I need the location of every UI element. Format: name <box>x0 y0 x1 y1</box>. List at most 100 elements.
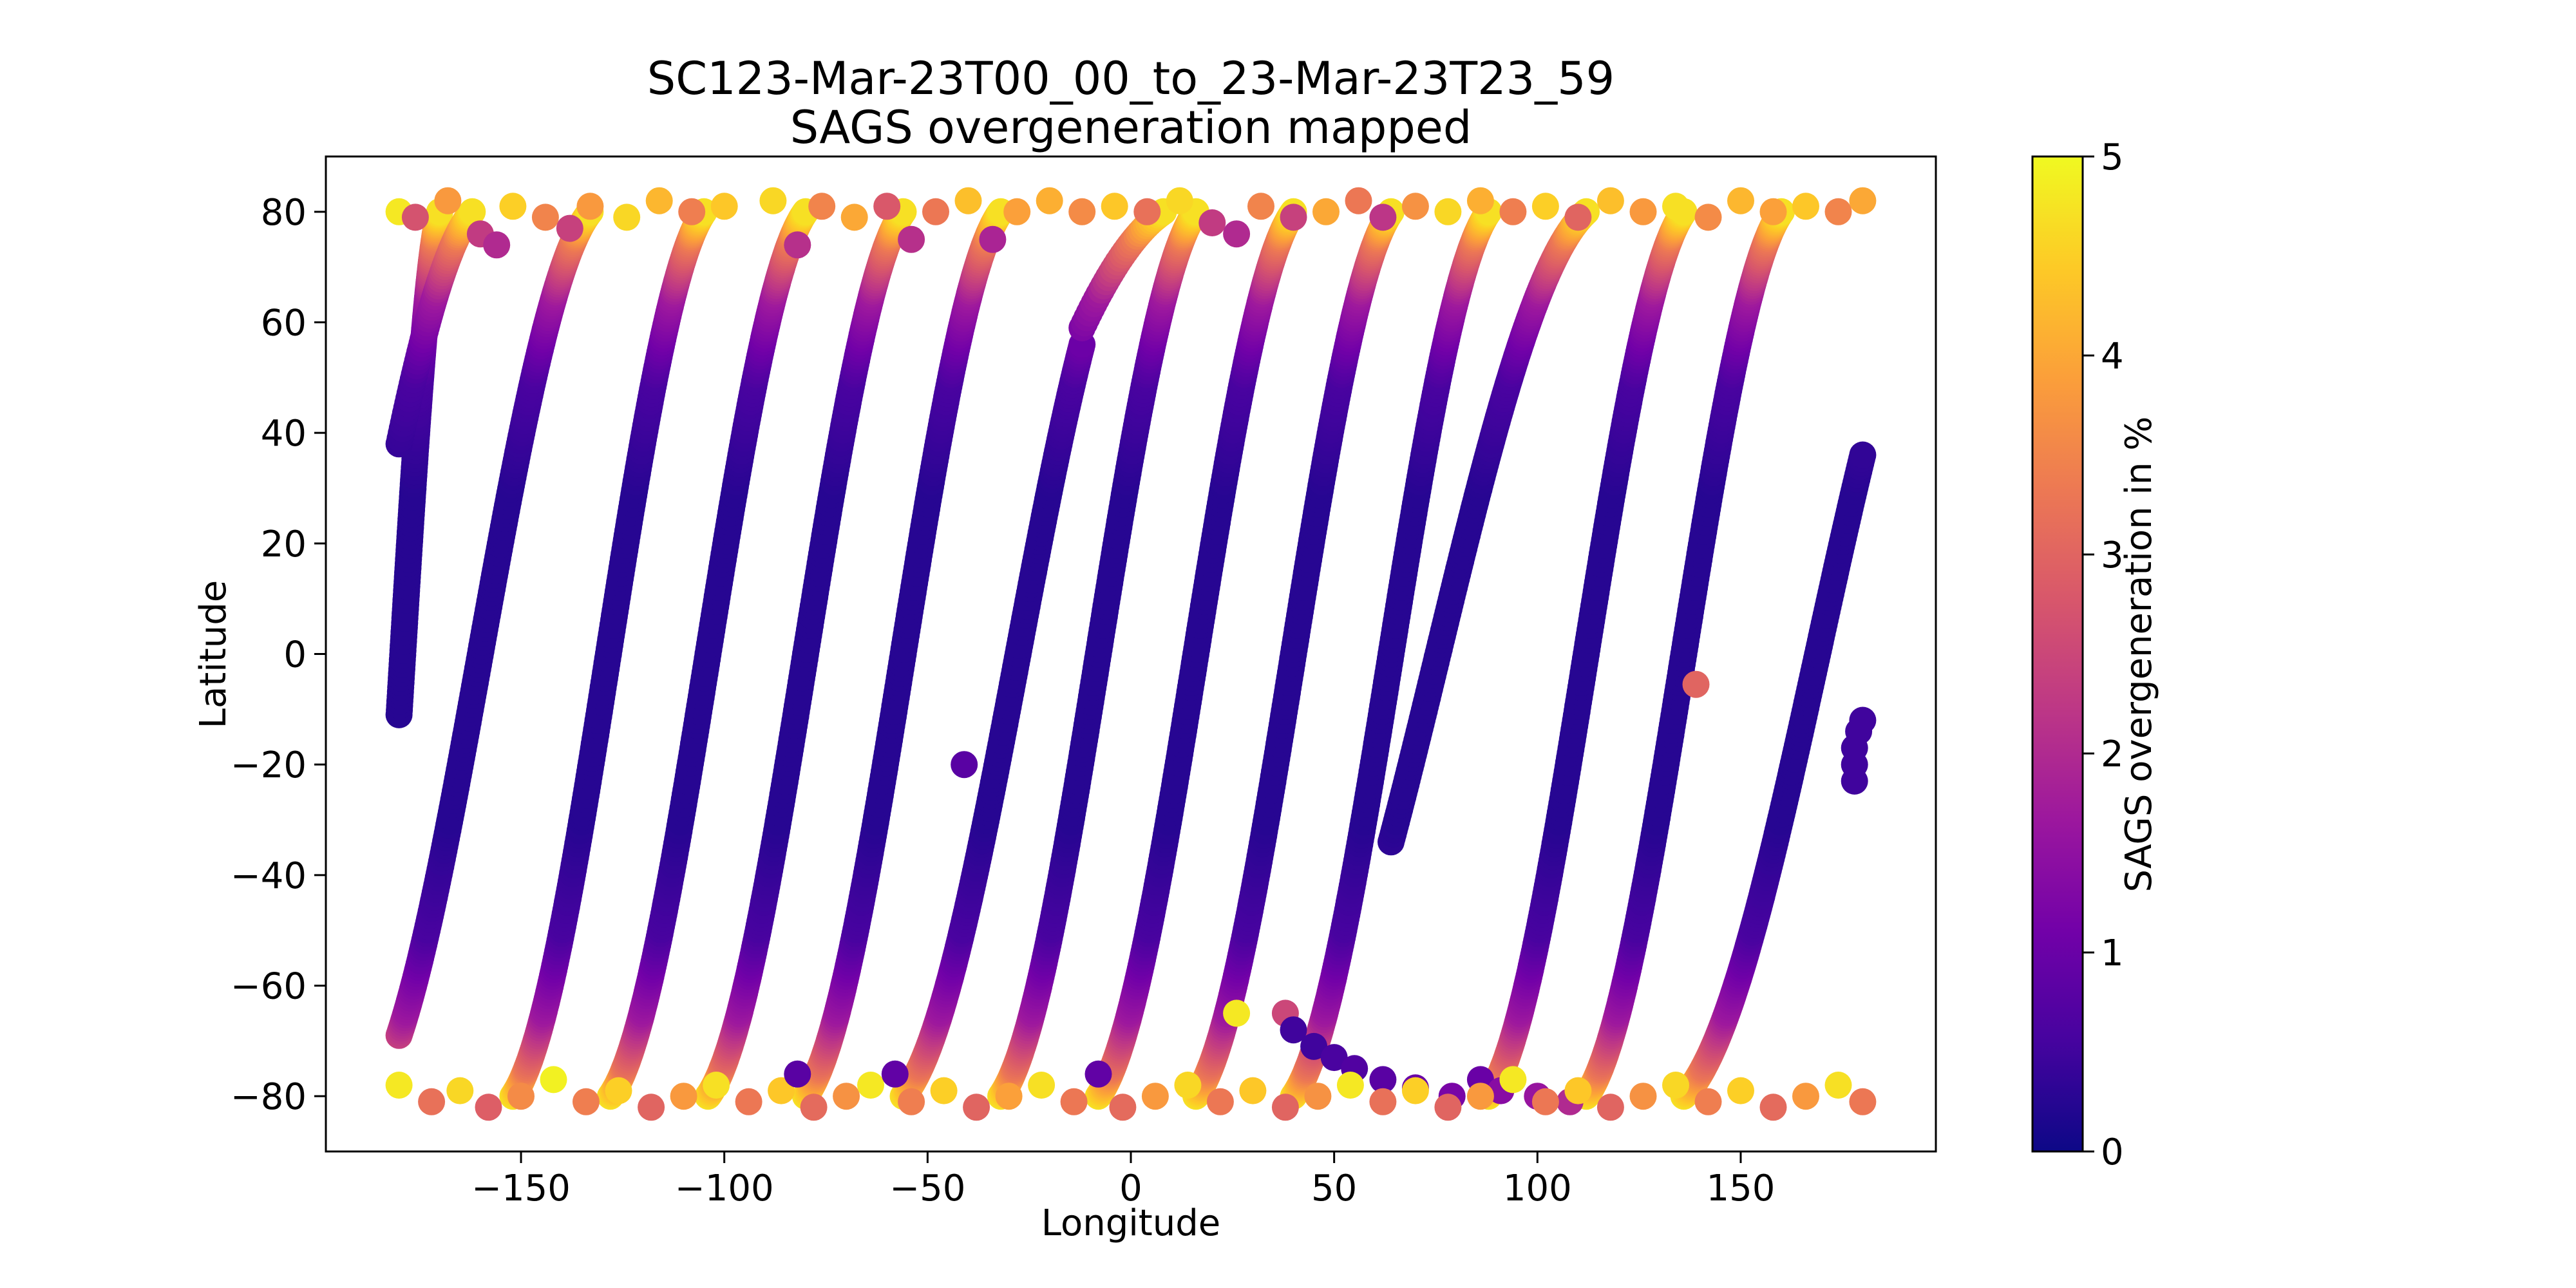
scatter-point <box>483 231 511 259</box>
scatter-point <box>951 751 978 779</box>
scatter-point <box>1564 1077 1592 1104</box>
colorbar-tick-label: 1 <box>2101 933 2124 974</box>
scatter-point <box>1759 198 1787 225</box>
y-tick-label: 60 <box>261 303 307 345</box>
scatter-point <box>1304 1083 1332 1110</box>
scatter-point <box>1596 187 1624 214</box>
scatter-point <box>873 193 901 220</box>
colorbar-gradient <box>2031 155 2084 1153</box>
y-tick-label: 40 <box>261 413 307 455</box>
scatter-point <box>1247 193 1274 220</box>
scatter-point <box>1727 187 1754 214</box>
scatter-point <box>670 1083 697 1110</box>
scatter-point <box>759 187 787 214</box>
scatter-point <box>784 231 811 259</box>
scatter-point <box>1084 1060 1112 1088</box>
scatter-point <box>930 1077 958 1104</box>
x-tick-label: −100 <box>675 1168 774 1209</box>
scatter-point <box>1345 187 1372 214</box>
y-axis-label: Latitude <box>193 580 234 728</box>
chart-subtitle: SAGS overgeneration mapped <box>790 101 1472 154</box>
scatter-point <box>784 1060 811 1088</box>
scatter-point <box>1531 193 1559 220</box>
colorbar: 0 1 2 3 4 5 SAGS overgeneration in % <box>2031 137 2160 1173</box>
y-tick-label: 20 <box>261 524 307 565</box>
scatter-point <box>1068 198 1096 225</box>
scatter-point <box>645 187 673 214</box>
scatter-point <box>1206 1088 1234 1115</box>
scatter-point <box>1727 1077 1754 1104</box>
y-tick-label: 80 <box>261 192 307 234</box>
scatter-point <box>1499 1066 1527 1094</box>
colorbar-tick-label: 3 <box>2101 535 2124 576</box>
scatter-point <box>881 1060 909 1088</box>
scatter-point <box>1466 1083 1494 1110</box>
scatter-point <box>1759 1094 1787 1121</box>
scatter-point <box>1629 198 1657 225</box>
scatter-point <box>1694 1088 1722 1115</box>
y-tick-label: −60 <box>231 966 307 1008</box>
colorbar-tick-label: 2 <box>2101 734 2124 775</box>
scatter-point <box>954 187 982 214</box>
scatter-point <box>1320 1044 1348 1072</box>
scatter-point <box>446 1077 474 1104</box>
scatter-point <box>1596 1094 1624 1121</box>
scatter-point <box>1060 1088 1088 1115</box>
scatter-point <box>1401 193 1429 220</box>
track-point <box>1849 441 1877 469</box>
y-tick-label: −20 <box>231 744 307 786</box>
scatter-point <box>768 1077 795 1104</box>
track-point <box>459 198 486 225</box>
scatter-point <box>1531 1088 1559 1115</box>
scatter-point <box>1849 706 1877 734</box>
data-points <box>385 187 1877 1121</box>
scatter-point <box>1271 1094 1299 1121</box>
scatter-point <box>703 1072 730 1099</box>
scatter-point <box>898 225 925 253</box>
y-tick-label: 0 <box>283 634 307 676</box>
scatter-point <box>531 204 559 231</box>
scatter-point <box>1694 204 1722 231</box>
scatter-point <box>556 214 583 242</box>
scatter-point <box>1036 187 1063 214</box>
scatter-point <box>1564 204 1592 231</box>
scatter-point <box>1133 198 1161 225</box>
scatter-point <box>1792 193 1819 220</box>
scatter-point <box>1300 1032 1328 1060</box>
scatter-point <box>1369 1066 1397 1094</box>
scatter-point <box>1434 1094 1462 1121</box>
scatter-point <box>385 1072 413 1099</box>
scatter-point <box>1849 1088 1877 1115</box>
scatter-point <box>710 193 738 220</box>
scatter-point <box>1792 1083 1819 1110</box>
scatter-point <box>1369 1088 1397 1115</box>
scatter-point <box>1280 1016 1307 1044</box>
scatter-point <box>1174 1072 1202 1099</box>
scatter-point <box>1239 1077 1267 1104</box>
scatter-point <box>1499 198 1527 225</box>
scatter-point <box>499 193 527 220</box>
x-axis-label: Longitude <box>1041 1202 1221 1244</box>
scatter-point <box>1223 220 1251 248</box>
scatter-point <box>800 1094 828 1121</box>
colorbar-tick-label: 4 <box>2101 336 2124 377</box>
scatter-point <box>475 1094 502 1121</box>
x-tick-label: 150 <box>1707 1168 1776 1209</box>
scatter-point <box>638 1094 665 1121</box>
scatter-point <box>1662 193 1689 220</box>
scatter-point <box>1198 209 1226 236</box>
x-tick-label: −150 <box>471 1168 571 1209</box>
scatter-point <box>1166 187 1193 214</box>
colorbar-tick-label: 5 <box>2101 137 2124 178</box>
scatter-point <box>1682 670 1710 698</box>
scatter-point <box>922 198 949 225</box>
scatter-point <box>540 1066 567 1094</box>
scatter-point <box>1824 1072 1852 1099</box>
scatter-point <box>1401 1077 1429 1104</box>
scatter-point <box>735 1088 762 1115</box>
scatter-point <box>963 1094 990 1121</box>
scatter-point <box>979 225 1007 253</box>
scatter-point <box>1312 198 1340 225</box>
scatter-point <box>1223 999 1251 1027</box>
